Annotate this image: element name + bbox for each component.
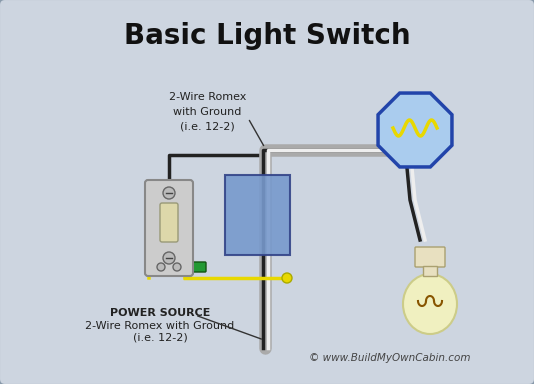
Text: (i.e. 12-2): (i.e. 12-2) [132,333,187,343]
Polygon shape [378,93,452,167]
Text: POWER SOURCE: POWER SOURCE [110,308,210,318]
Ellipse shape [403,274,457,334]
Circle shape [163,187,175,199]
FancyBboxPatch shape [415,247,445,267]
FancyBboxPatch shape [192,262,206,272]
Circle shape [173,263,181,271]
Text: 2-Wire Romex with Ground: 2-Wire Romex with Ground [85,321,234,331]
FancyBboxPatch shape [225,175,290,255]
FancyBboxPatch shape [145,180,193,276]
Text: 2-Wire Romex
with Ground
(i.e. 12-2): 2-Wire Romex with Ground (i.e. 12-2) [169,92,246,132]
FancyBboxPatch shape [423,266,437,276]
Circle shape [163,252,175,264]
Circle shape [282,273,292,283]
Text: Basic Light Switch: Basic Light Switch [124,22,410,50]
Text: © www.BuildMyOwnCabin.com: © www.BuildMyOwnCabin.com [309,353,471,363]
Circle shape [157,263,165,271]
FancyBboxPatch shape [160,203,178,242]
